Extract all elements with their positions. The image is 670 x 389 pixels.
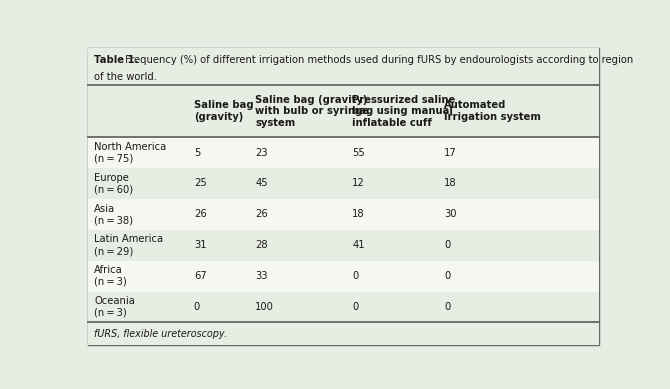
Text: 23: 23 — [255, 147, 268, 158]
Bar — [88, 168, 599, 199]
Text: 0: 0 — [444, 240, 450, 250]
Text: 100: 100 — [255, 302, 274, 312]
Bar — [88, 137, 599, 168]
Text: Saline bag
(gravity): Saline bag (gravity) — [194, 100, 253, 122]
Text: 30: 30 — [444, 209, 457, 219]
Text: fURS, flexible ureteroscopy.: fURS, flexible ureteroscopy. — [94, 329, 227, 338]
Text: Saline bag (gravity)
with bulb or syringe
system: Saline bag (gravity) with bulb or syring… — [255, 95, 369, 128]
Text: 0: 0 — [444, 271, 450, 281]
Text: Asia
(n = 38): Asia (n = 38) — [94, 203, 133, 225]
Text: 55: 55 — [352, 147, 365, 158]
Bar — [88, 230, 599, 261]
Text: Africa
(n = 3): Africa (n = 3) — [94, 265, 127, 287]
Bar — [88, 292, 599, 322]
Text: 0: 0 — [352, 271, 358, 281]
Text: Europe
(n = 60): Europe (n = 60) — [94, 173, 133, 194]
Text: 28: 28 — [255, 240, 268, 250]
Text: Oceania
(n = 3): Oceania (n = 3) — [94, 296, 135, 318]
Text: 0: 0 — [194, 302, 200, 312]
Text: 25: 25 — [194, 179, 206, 189]
Text: 18: 18 — [444, 179, 457, 189]
Text: 67: 67 — [194, 271, 206, 281]
Text: 45: 45 — [255, 179, 268, 189]
Text: 26: 26 — [255, 209, 268, 219]
Text: 33: 33 — [255, 271, 267, 281]
Text: North America
(n = 75): North America (n = 75) — [94, 142, 166, 163]
Text: 12: 12 — [352, 179, 365, 189]
Bar — [88, 322, 599, 345]
Text: 26: 26 — [194, 209, 206, 219]
Text: 41: 41 — [352, 240, 364, 250]
Text: 31: 31 — [194, 240, 206, 250]
Bar — [88, 199, 599, 230]
Text: 5: 5 — [194, 147, 200, 158]
Bar — [88, 85, 599, 137]
Text: Table 1.: Table 1. — [94, 55, 139, 65]
Bar — [88, 261, 599, 292]
Text: Latin America
(n = 29): Latin America (n = 29) — [94, 235, 163, 256]
Text: Automated
irrigation system: Automated irrigation system — [444, 100, 541, 122]
Text: 18: 18 — [352, 209, 364, 219]
Text: of the world.: of the world. — [94, 72, 157, 82]
Text: 0: 0 — [444, 302, 450, 312]
Text: 17: 17 — [444, 147, 457, 158]
Text: Frequency (%) of different irrigation methods used during fURS by endourologists: Frequency (%) of different irrigation me… — [122, 55, 633, 65]
Text: 0: 0 — [352, 302, 358, 312]
Bar — [88, 48, 599, 85]
Text: Pressurized saline
bag using manual
inflatable cuff: Pressurized saline bag using manual infl… — [352, 95, 456, 128]
